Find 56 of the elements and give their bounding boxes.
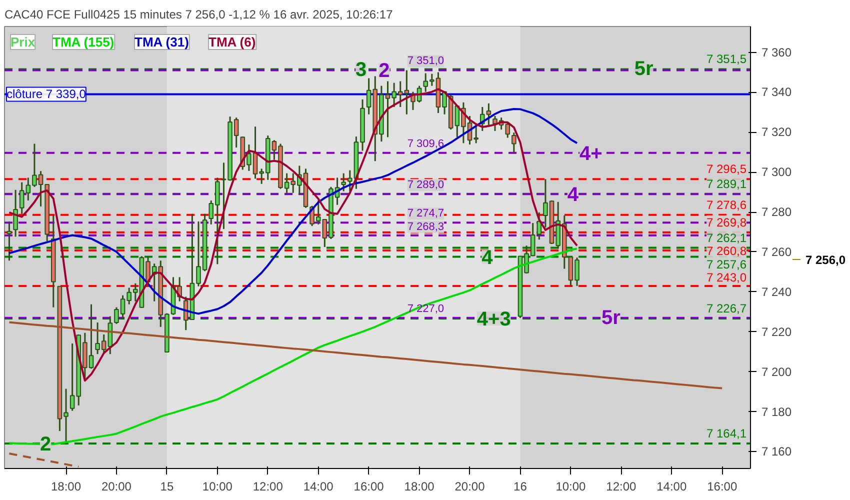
x-tick-label: 12:00: [606, 480, 637, 494]
x-tick-label: 10:00: [202, 480, 233, 494]
y-tick-label: 7 300: [762, 165, 792, 180]
x-tick-label: 16:00: [707, 480, 738, 494]
y-tick-label: 7 220: [762, 324, 792, 339]
ref-line-label: clôture 7 339,0: [6, 87, 86, 102]
y-tick-label: 7 340: [762, 85, 792, 100]
ref-line-label: 7 257,6: [706, 257, 747, 272]
y-tick-label: 7 180: [762, 404, 792, 419]
text: TMA (31): [134, 34, 189, 50]
x-tick-label: 16:00: [354, 480, 384, 494]
annotation: 4+3: [476, 308, 511, 331]
annotation: 5r: [602, 306, 621, 329]
annotation: 2: [378, 60, 390, 82]
x-tick-label: 18:00: [50, 480, 82, 494]
ref-line-label: 7 289,1: [706, 176, 747, 191]
x-tick-label: 14:00: [303, 480, 334, 494]
ref-line-label: 7 289,0: [407, 179, 444, 192]
ref-line-label: 7 274,7: [407, 208, 444, 220]
y-tick-label: 7 240: [762, 284, 792, 299]
y-tick-label: 7 360: [762, 45, 792, 60]
ref-line-label: 7 243,0: [706, 270, 747, 285]
ref-line-label: 7 351,5: [706, 52, 747, 66]
y-tick-label: 7 320: [762, 125, 792, 140]
chart-title: CAC40 FCE Full0425 15 minutes 7 256,0 -1,12 % 16 avr. 2025, 10:26:17: [4, 8, 394, 22]
annotation: 4: [567, 184, 580, 206]
ref-line-label: 7 268,3: [407, 220, 444, 233]
y-tick-label: 7 280: [762, 205, 792, 220]
ref-line-label: 7 278,6: [706, 198, 747, 212]
ref-line-label: 7 262,1: [706, 230, 747, 245]
x-tick-label: 20:00: [101, 480, 132, 494]
x-tick-label: 14:00: [656, 480, 687, 494]
text: 7 256,0: [806, 252, 846, 267]
x-tick-label: 12:00: [252, 480, 284, 494]
text: Prix: [10, 34, 36, 50]
text: TMA (155): [52, 34, 114, 50]
annotation: 2: [40, 434, 52, 456]
text: TMA (6): [208, 34, 256, 50]
x-tick-label: 15: [160, 480, 174, 494]
annotation: 3: [356, 59, 367, 82]
ref-line-label: 7 260,8: [706, 244, 747, 258]
x-tick-label: 10:00: [556, 480, 586, 494]
ref-line-label: 7 309,6: [407, 138, 444, 150]
annotation: 4+: [579, 142, 602, 165]
ref-line-label: 7 226,7: [706, 302, 747, 316]
x-tick-label: 20:00: [454, 480, 486, 494]
ref-line-label: 7 296,5: [706, 162, 747, 176]
y-tick-label: 7 260: [762, 244, 792, 259]
x-tick-label: 16: [514, 480, 528, 494]
ref-line-label: 7 351,0: [407, 55, 444, 68]
y-tick-label: 7 200: [762, 364, 792, 379]
annotation: 4: [482, 246, 494, 269]
y-tick-label: 7 160: [762, 444, 792, 459]
x-tick-label: 18:00: [404, 480, 435, 494]
ref-line-label: 7 164,1: [706, 426, 747, 441]
ref-line-label: 7 269,8: [706, 215, 747, 230]
